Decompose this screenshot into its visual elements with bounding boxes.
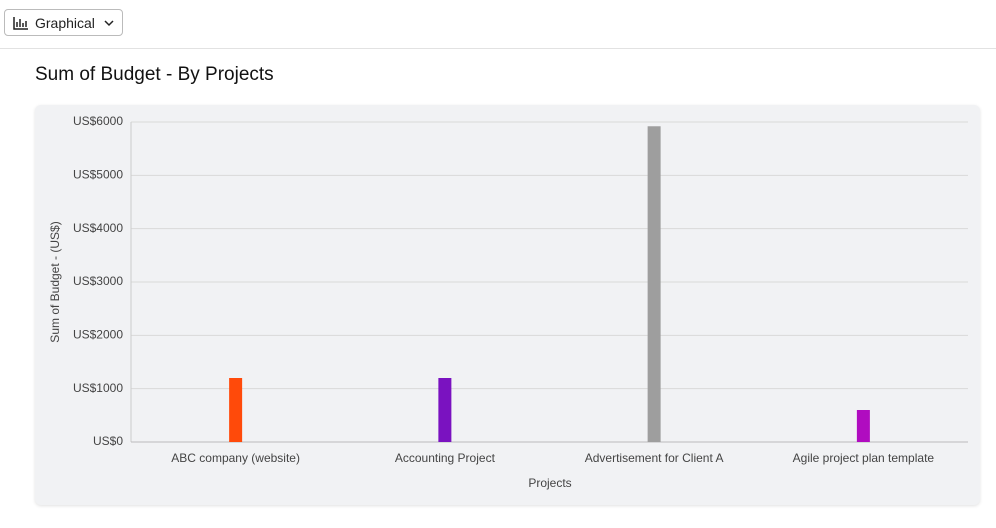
y-tick-label: US$2000 xyxy=(73,328,123,342)
x-axis-title: Projects xyxy=(528,476,571,490)
divider xyxy=(0,48,996,49)
y-axis-title: Sum of Budget - (US$) xyxy=(48,221,62,342)
y-tick-label: US$5000 xyxy=(73,168,123,182)
bar xyxy=(229,378,243,442)
chart-title: Sum of Budget - By Projects xyxy=(35,64,274,85)
y-tick-label: US$1000 xyxy=(73,381,123,395)
y-tick-label: US$4000 xyxy=(73,221,123,235)
y-tick-label: US$3000 xyxy=(73,274,123,288)
x-tick-label: Advertisement for Client A xyxy=(585,451,724,465)
x-tick-label: Accounting Project xyxy=(395,451,496,465)
view-dropdown[interactable]: Graphical xyxy=(4,9,123,36)
chart-card xyxy=(35,105,980,505)
chart-icon xyxy=(13,16,28,30)
dropdown-arrow xyxy=(104,19,114,26)
x-tick-label: ABC company (website) xyxy=(171,451,300,465)
x-tick-label: Agile project plan template xyxy=(793,451,935,465)
view-label: Graphical xyxy=(35,14,95,31)
bar xyxy=(856,410,870,442)
y-tick-label: US$6000 xyxy=(73,114,123,128)
bar xyxy=(438,378,452,442)
y-tick-label: US$0 xyxy=(93,434,123,448)
bar xyxy=(647,126,661,443)
